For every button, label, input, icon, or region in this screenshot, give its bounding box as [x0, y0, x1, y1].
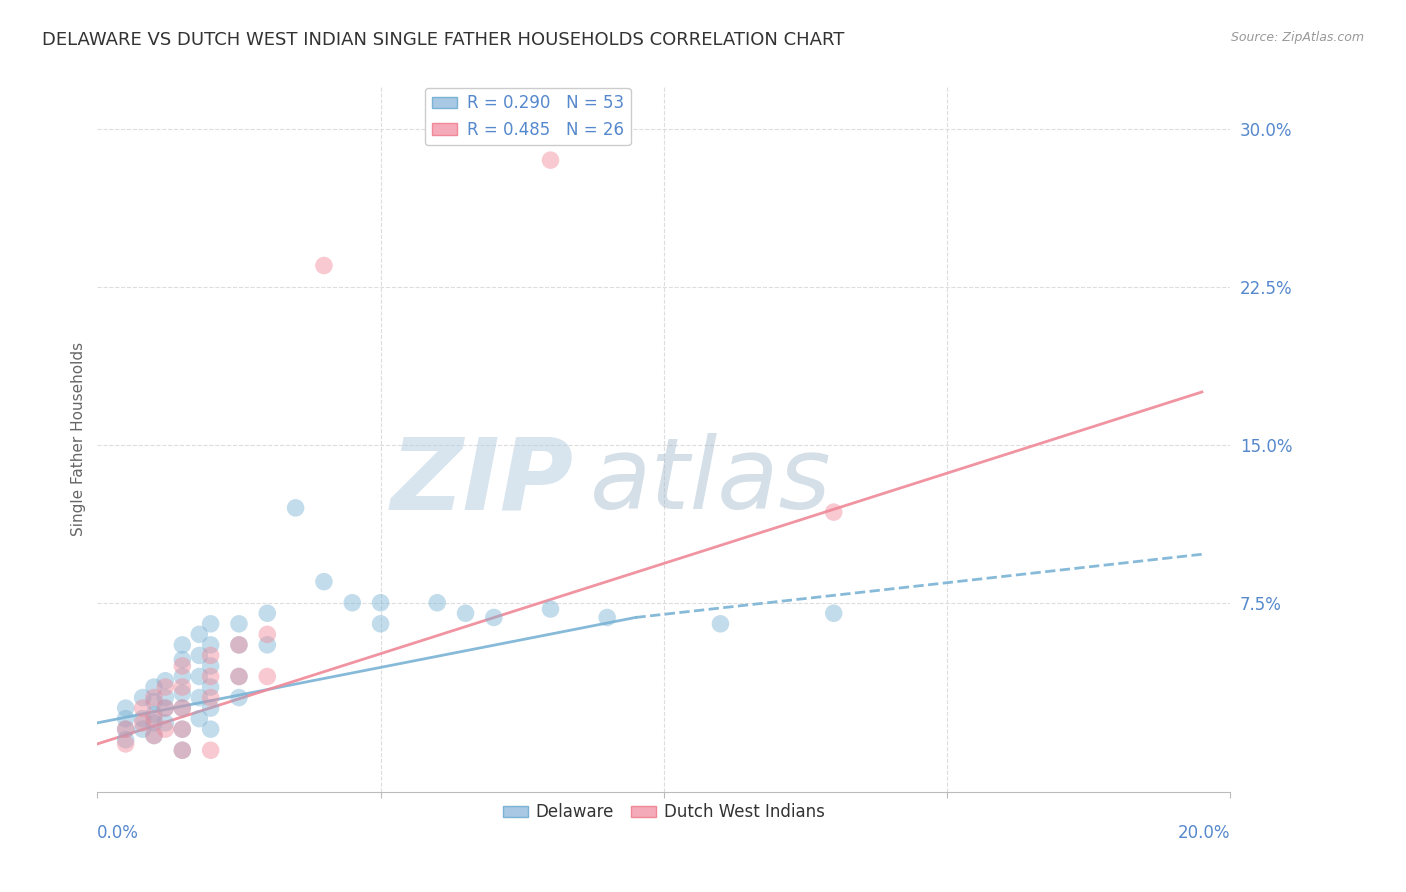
- Point: [172, 659, 194, 673]
- Point: [200, 638, 222, 652]
- Point: [200, 648, 222, 663]
- Point: [200, 743, 222, 757]
- Point: [200, 701, 222, 715]
- Point: [155, 701, 177, 715]
- Point: [143, 729, 166, 743]
- Point: [155, 680, 177, 694]
- Point: [143, 715, 166, 730]
- Point: [228, 616, 250, 631]
- Point: [188, 648, 211, 663]
- Point: [155, 701, 177, 715]
- Point: [131, 715, 153, 730]
- Point: [143, 695, 166, 709]
- Point: [228, 690, 250, 705]
- Point: [228, 669, 250, 683]
- Point: [114, 712, 136, 726]
- Point: [114, 722, 136, 736]
- Point: [131, 690, 153, 705]
- Text: 0.0%: 0.0%: [97, 824, 139, 842]
- Point: [131, 701, 153, 715]
- Point: [342, 596, 364, 610]
- Point: [823, 607, 845, 621]
- Point: [200, 722, 222, 736]
- Point: [172, 743, 194, 757]
- Point: [596, 610, 619, 624]
- Point: [188, 669, 211, 683]
- Point: [284, 500, 307, 515]
- Point: [228, 638, 250, 652]
- Point: [540, 602, 562, 616]
- Point: [200, 659, 222, 673]
- Legend: Delaware, Dutch West Indians: Delaware, Dutch West Indians: [496, 797, 832, 828]
- Y-axis label: Single Father Households: Single Father Households: [72, 343, 86, 536]
- Point: [200, 690, 222, 705]
- Point: [482, 610, 505, 624]
- Point: [228, 638, 250, 652]
- Point: [172, 722, 194, 736]
- Point: [114, 722, 136, 736]
- Point: [256, 607, 278, 621]
- Text: Source: ZipAtlas.com: Source: ZipAtlas.com: [1230, 31, 1364, 45]
- Point: [172, 638, 194, 652]
- Point: [188, 690, 211, 705]
- Point: [200, 616, 222, 631]
- Point: [131, 722, 153, 736]
- Point: [172, 669, 194, 683]
- Point: [172, 701, 194, 715]
- Point: [256, 638, 278, 652]
- Text: atlas: atlas: [591, 434, 832, 530]
- Point: [370, 616, 392, 631]
- Point: [143, 729, 166, 743]
- Point: [114, 732, 136, 747]
- Point: [131, 712, 153, 726]
- Point: [114, 737, 136, 751]
- Text: DELAWARE VS DUTCH WEST INDIAN SINGLE FATHER HOUSEHOLDS CORRELATION CHART: DELAWARE VS DUTCH WEST INDIAN SINGLE FAT…: [42, 31, 845, 49]
- Point: [172, 722, 194, 736]
- Point: [454, 607, 477, 621]
- Point: [709, 616, 731, 631]
- Text: 20.0%: 20.0%: [1178, 824, 1230, 842]
- Point: [312, 259, 335, 273]
- Point: [540, 153, 562, 168]
- Point: [114, 701, 136, 715]
- Text: ZIP: ZIP: [389, 434, 574, 530]
- Point: [256, 669, 278, 683]
- Point: [370, 596, 392, 610]
- Point: [188, 627, 211, 641]
- Point: [256, 627, 278, 641]
- Point: [155, 722, 177, 736]
- Point: [200, 669, 222, 683]
- Point: [228, 669, 250, 683]
- Point: [143, 712, 166, 726]
- Point: [312, 574, 335, 589]
- Point: [143, 680, 166, 694]
- Point: [172, 701, 194, 715]
- Point: [143, 707, 166, 722]
- Point: [155, 715, 177, 730]
- Point: [426, 596, 449, 610]
- Point: [172, 652, 194, 666]
- Point: [143, 690, 166, 705]
- Point: [155, 690, 177, 705]
- Point: [172, 743, 194, 757]
- Point: [172, 686, 194, 700]
- Point: [155, 673, 177, 688]
- Point: [200, 680, 222, 694]
- Point: [823, 505, 845, 519]
- Point: [172, 680, 194, 694]
- Point: [188, 712, 211, 726]
